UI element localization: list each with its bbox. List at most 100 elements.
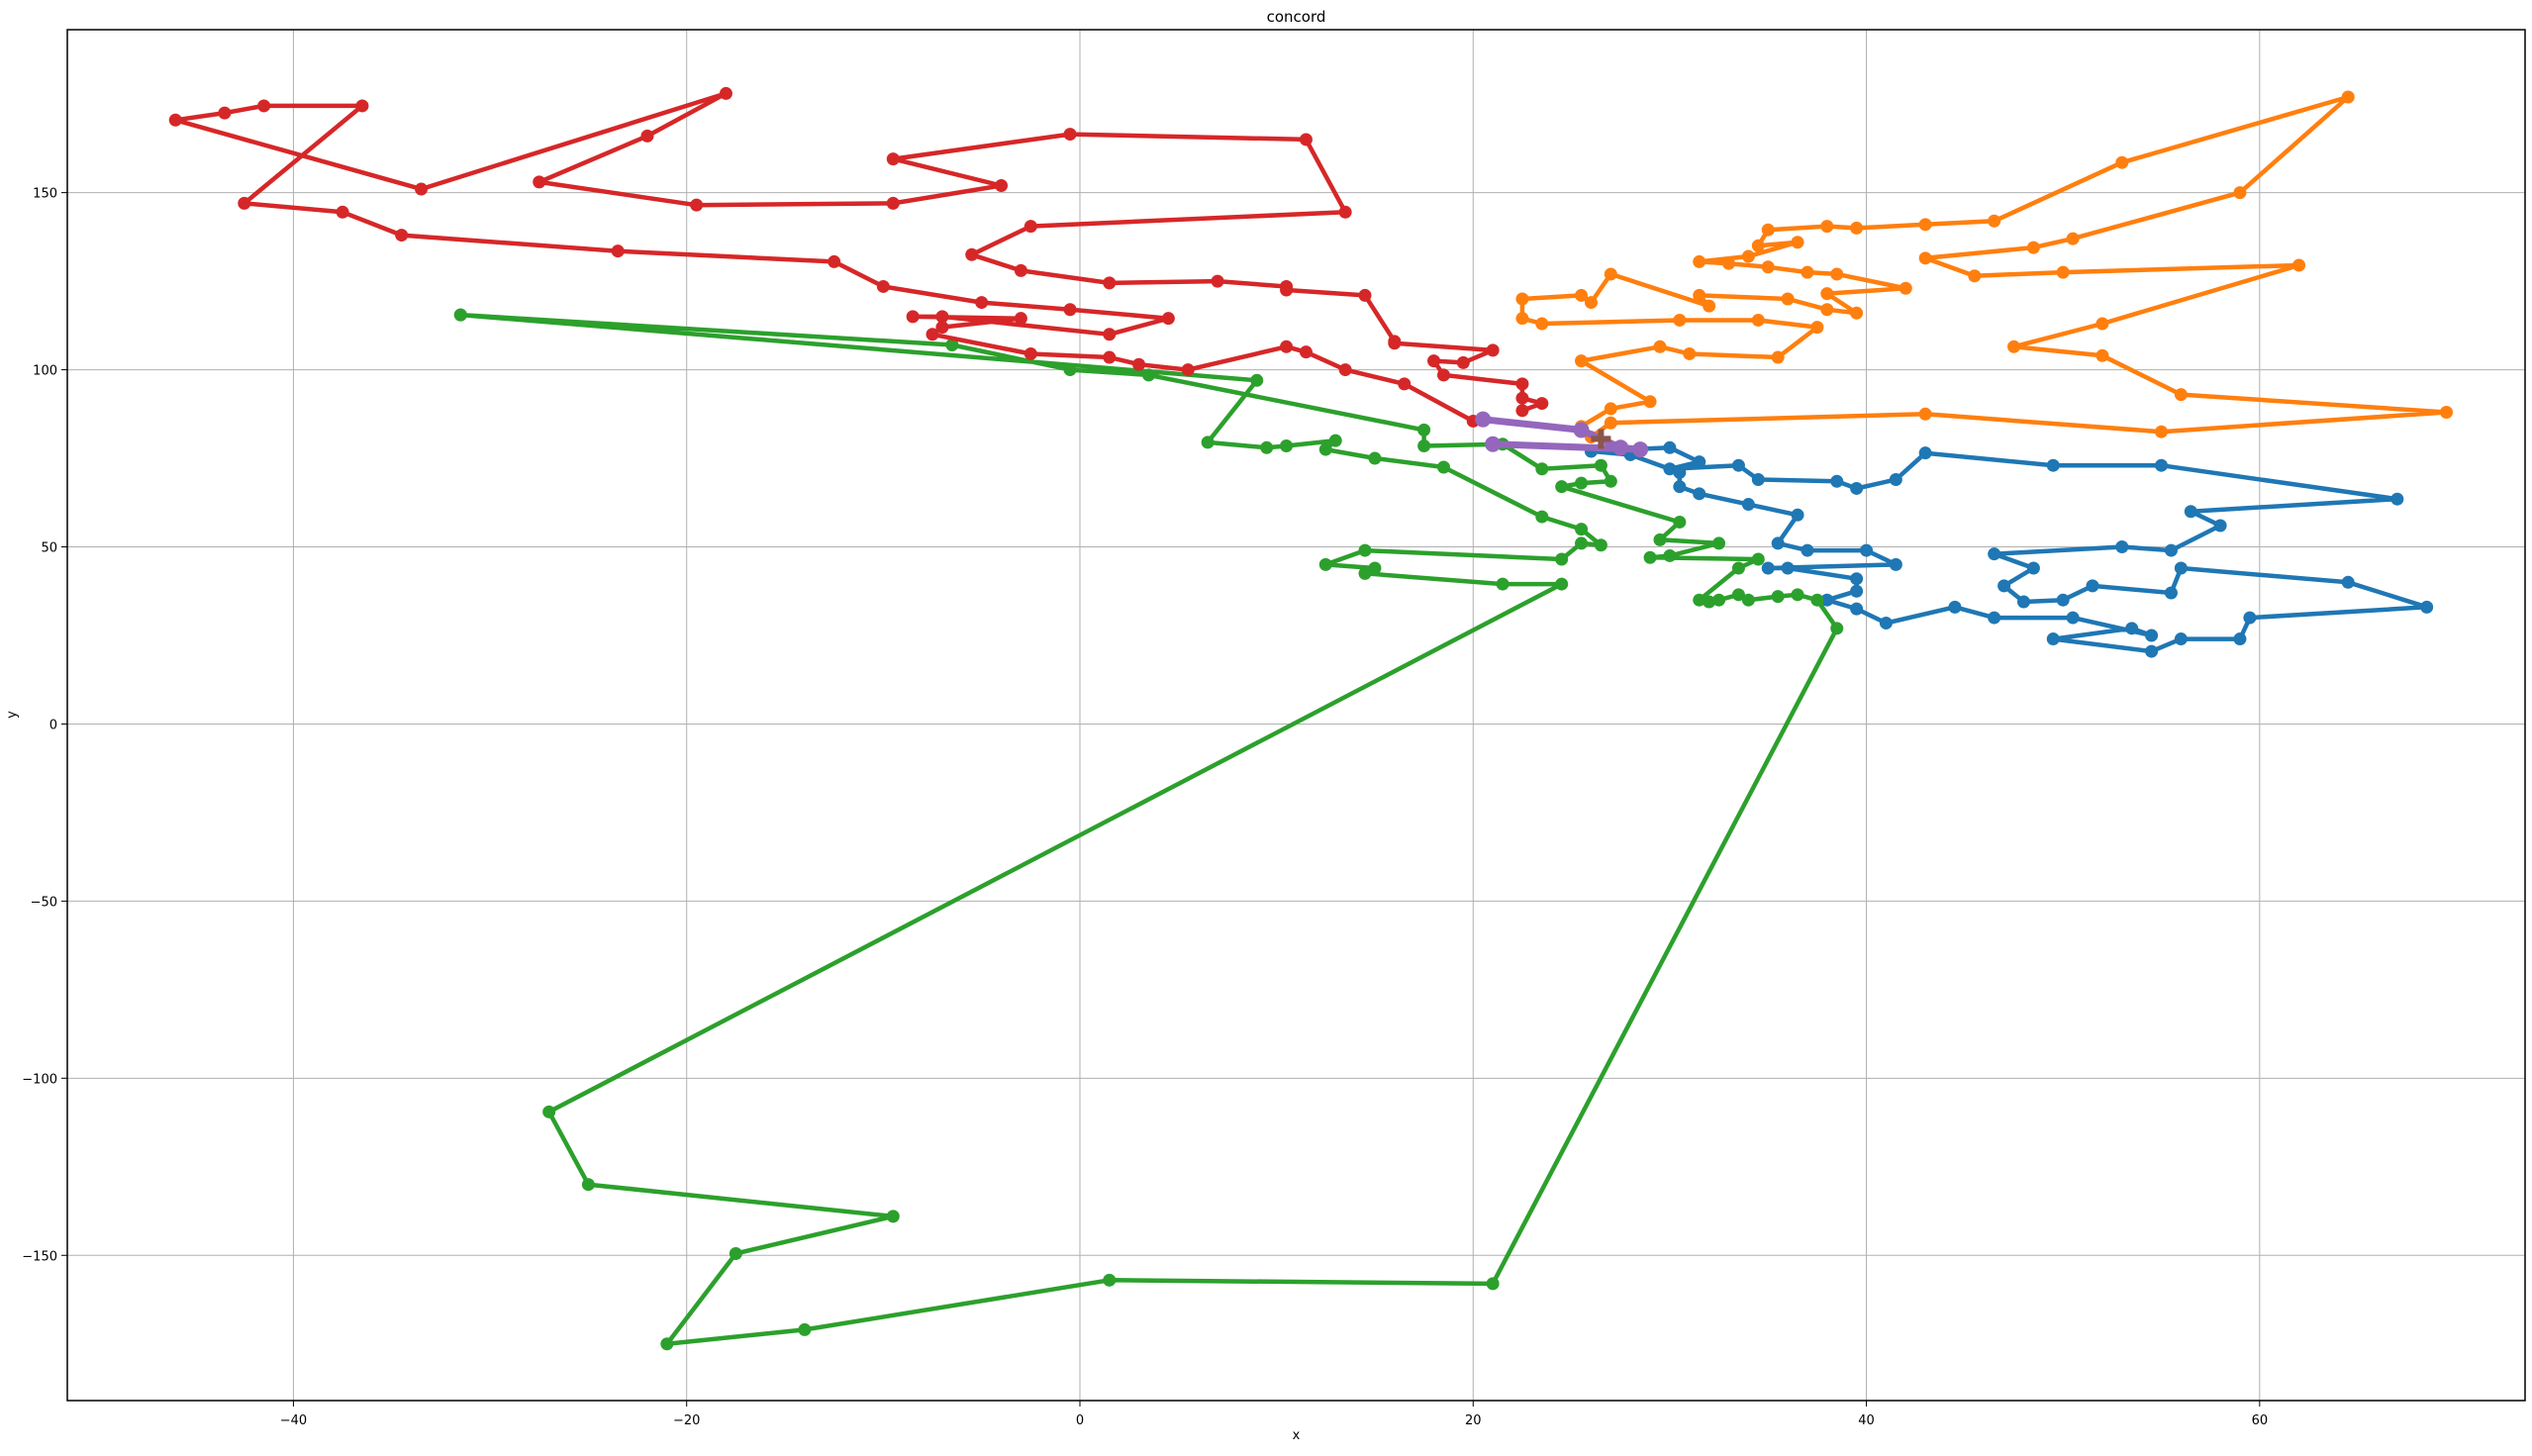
series-point <box>1948 600 1962 614</box>
series-point <box>995 178 1009 192</box>
series-point <box>1761 260 1775 274</box>
series-point <box>798 1322 812 1336</box>
series-point <box>1604 416 1617 430</box>
series-point <box>1703 299 1716 313</box>
x-axis-label: x <box>1293 1428 1301 1443</box>
series-point <box>1771 350 1785 364</box>
series-point <box>1014 312 1027 326</box>
y-tick-label: 100 <box>33 364 57 379</box>
series-point <box>1653 340 1667 353</box>
series-2 <box>1515 90 2454 444</box>
series-point <box>1515 292 1529 306</box>
series-point <box>1741 498 1755 512</box>
series-point <box>1515 404 1529 418</box>
series-point <box>1591 429 1611 449</box>
series-point <box>1988 611 2001 625</box>
series-point <box>1338 205 1352 219</box>
series-point <box>660 1337 674 1351</box>
series-point <box>1741 593 1755 607</box>
series-point <box>1280 439 1294 453</box>
series-point <box>1456 355 1470 369</box>
series-1 <box>1584 440 2434 658</box>
series-point <box>1781 561 1795 575</box>
series-point <box>1417 423 1431 437</box>
series-point <box>1368 451 1382 465</box>
series-point <box>533 175 546 189</box>
series-point <box>1850 481 1864 495</box>
series-point <box>1142 368 1156 382</box>
series-3 <box>453 308 1844 1351</box>
series-point <box>1358 566 1372 580</box>
series-point <box>1063 303 1077 317</box>
series-point <box>1712 536 1726 550</box>
series-point <box>1555 552 1569 566</box>
series-point <box>218 106 232 120</box>
series-point <box>1575 476 1589 490</box>
series-point <box>1299 133 1313 146</box>
series-point <box>935 310 949 324</box>
series-point <box>1280 340 1294 353</box>
series-point <box>1299 345 1313 359</box>
series-point <box>1801 543 1814 557</box>
series-point <box>1103 276 1117 290</box>
series-point <box>2341 575 2355 589</box>
series-point <box>1781 292 1795 306</box>
series-point <box>1850 221 1864 235</box>
series-point <box>886 152 900 166</box>
series-point <box>1791 508 1804 522</box>
series-point <box>1358 288 1372 302</box>
series-point <box>1663 548 1677 562</box>
series-point <box>1515 377 1529 391</box>
x-tick-label: 0 <box>1076 1413 1084 1428</box>
series-point <box>257 99 271 113</box>
series-point <box>1594 458 1607 472</box>
series-point <box>1860 543 1874 557</box>
series-point <box>2155 425 2169 438</box>
series-point <box>1850 584 1864 598</box>
series-point <box>1673 515 1687 529</box>
series-point <box>1801 265 1814 279</box>
series-point <box>1318 557 1332 571</box>
series-point <box>2056 265 2070 279</box>
series-point <box>1211 274 1224 288</box>
series-point <box>2007 340 2021 353</box>
series-point <box>2440 406 2454 420</box>
series-point <box>1023 220 1037 234</box>
series-point <box>965 247 979 261</box>
axes-frame <box>66 29 2526 1402</box>
series-point <box>1515 312 1529 326</box>
series-point <box>1575 536 1589 550</box>
series-point <box>1496 577 1509 591</box>
series-point <box>1918 407 1932 421</box>
series-point <box>395 229 409 243</box>
series-point <box>1751 552 1765 566</box>
series-point <box>1731 588 1745 602</box>
series-point <box>1761 561 1775 575</box>
series-point <box>1879 616 1893 630</box>
series-point <box>1260 440 1274 454</box>
series-point <box>729 1246 742 1260</box>
series-point <box>2233 632 2247 646</box>
series-point <box>2056 593 2070 607</box>
series-line <box>1519 94 2449 439</box>
series-point <box>1889 557 1902 571</box>
series-point <box>1417 439 1431 453</box>
series-point <box>1023 346 1037 360</box>
series-point <box>2095 348 2109 362</box>
series-point <box>2026 241 2040 254</box>
series-point <box>1693 288 1706 302</box>
series-point <box>1328 434 1342 447</box>
series-point <box>1918 251 1932 265</box>
series-point <box>1712 593 1726 607</box>
series-point <box>1632 441 1649 458</box>
series-point <box>1436 460 1450 474</box>
series-point <box>1830 267 1844 281</box>
x-tick-label: 40 <box>1858 1413 1875 1428</box>
series-point <box>415 182 429 196</box>
x-tick-label: 60 <box>2252 1413 2269 1428</box>
series-point <box>719 86 732 100</box>
series-point <box>2243 611 2257 625</box>
x-tick-label: −40 <box>280 1413 307 1428</box>
series-point <box>1820 303 1834 317</box>
